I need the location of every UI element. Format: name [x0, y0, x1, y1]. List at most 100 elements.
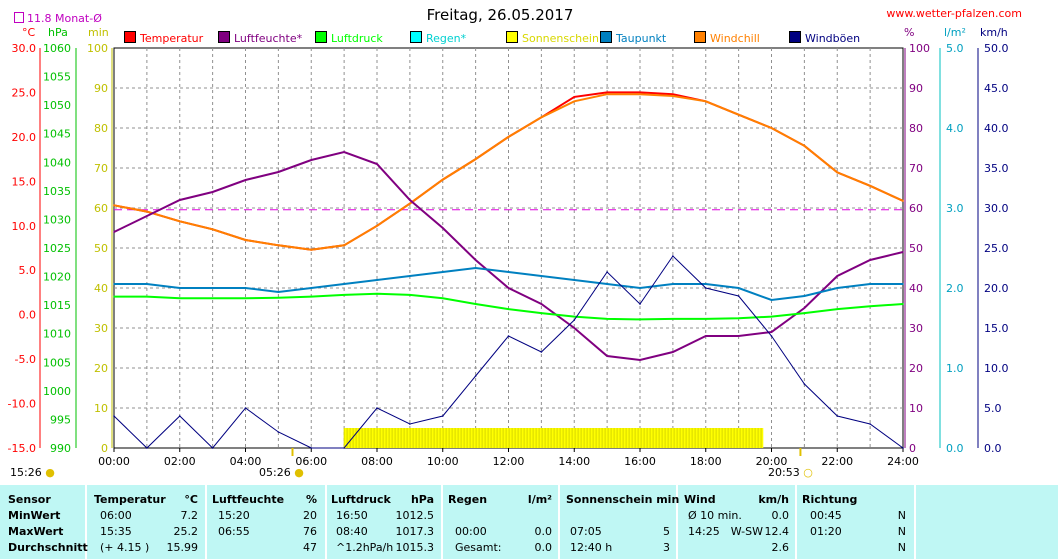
legend-item[interactable]: Regen*: [410, 31, 466, 45]
data-point: [836, 171, 839, 174]
data-point: [310, 447, 313, 449]
data-point: [573, 279, 576, 281]
table-column-bg: [87, 485, 205, 559]
table-cell: 7.2: [180, 509, 199, 522]
data-point: [376, 163, 378, 165]
table-cell: 0.0: [534, 541, 553, 554]
table-cell: Regen: [448, 493, 488, 506]
legend-item[interactable]: Sonnenschein: [506, 31, 599, 45]
pressure-tick-label: 1000: [43, 385, 71, 398]
data-point: [113, 295, 115, 298]
data-point: [146, 215, 148, 217]
wind-tick-label: 40.0: [984, 122, 1009, 135]
data-point: [737, 335, 740, 337]
percent-tick-label: 60: [909, 202, 923, 215]
legend-swatch: [410, 31, 422, 43]
wind-tick-label: 0.0: [984, 442, 1002, 455]
data-point: [704, 335, 707, 337]
percent-tick-label: 50: [909, 242, 923, 255]
data-point: [441, 227, 444, 229]
table-cell: 16:50: [336, 509, 368, 522]
data-point: [672, 95, 674, 97]
pressure-tick-label: 1015: [43, 299, 71, 312]
sunset-label: 20:53 ○: [768, 466, 813, 479]
x-tick-label: 16:00: [624, 455, 656, 468]
percent-tick-label: 40: [909, 282, 923, 295]
data-point: [737, 287, 740, 289]
data-point: [310, 287, 313, 289]
data-point: [244, 297, 247, 300]
table-cell: 15:35: [100, 525, 132, 538]
table-cell: 3: [663, 541, 670, 554]
legend-item[interactable]: Windböen: [789, 31, 860, 45]
data-point: [277, 244, 280, 247]
legend-item[interactable]: Taupunkt: [600, 31, 666, 45]
rain-tick-label: 0.0: [946, 442, 964, 455]
pressure-tick-label: 1005: [43, 356, 71, 369]
data-point: [113, 231, 115, 233]
legend-label: Windchill: [710, 32, 760, 45]
table-cell: 76: [303, 525, 317, 538]
data-point: [606, 283, 608, 285]
wind-tick-label: 50.0: [984, 42, 1009, 55]
rain-tick-label: 2.0: [946, 282, 964, 295]
data-point: [639, 93, 641, 96]
data-point: [573, 315, 576, 318]
x-tick-label: 20:00: [756, 455, 788, 468]
table-cell: 1015.3: [395, 541, 435, 554]
data-point: [672, 255, 674, 257]
table-cell: 06:00: [100, 509, 132, 522]
pressure-tick-label: 1050: [43, 99, 71, 112]
data-point: [606, 93, 608, 96]
table-cell: N: [897, 541, 906, 554]
legend-swatch: [789, 31, 801, 43]
table-cell: Temperatur: [94, 493, 166, 506]
data-point: [803, 312, 806, 314]
legend-item[interactable]: Luftdruck: [315, 31, 383, 45]
data-point: [211, 228, 214, 231]
legend-label: Luftdruck: [331, 32, 383, 45]
percent-unit-label: %: [904, 26, 915, 39]
x-tick-label: 06:00: [295, 455, 327, 468]
data-point: [573, 327, 576, 329]
legend-item[interactable]: Temperatur: [124, 31, 203, 45]
data-point: [409, 294, 411, 296]
data-point: [639, 303, 641, 305]
data-point: [836, 275, 839, 277]
data-point: [540, 275, 543, 277]
temp-tick-label: 30.0: [12, 42, 37, 55]
legend-swatch: [694, 31, 706, 43]
website-link[interactable]: www.wetter-pfalzen.com: [886, 7, 1022, 20]
table-cell: l/m²: [527, 493, 552, 506]
minutes-unit-label: min: [88, 26, 109, 39]
legend-swatch: [600, 31, 612, 43]
minutes-tick-label: 100: [87, 42, 108, 55]
minutes-tick-label: 40: [94, 282, 108, 295]
table-cell: 5: [663, 525, 670, 538]
legend-item[interactable]: Windchill: [694, 31, 760, 45]
percent-tick-label: 30: [909, 322, 923, 335]
wind-tick-label: 20.0: [984, 282, 1009, 295]
temp-tick-label: -10.0: [8, 398, 36, 411]
wind-unit-label: km/h: [980, 26, 1008, 39]
temp-tick-label: -15.0: [8, 442, 36, 455]
table-cell: N: [897, 509, 906, 522]
data-point: [343, 447, 345, 449]
legend-item[interactable]: Luftfeuchte*: [218, 31, 302, 45]
data-point: [211, 297, 214, 300]
data-point: [211, 287, 214, 289]
data-point: [178, 220, 181, 223]
sunrise-marker-label: 05:26 ●: [259, 466, 304, 479]
data-point: [277, 171, 280, 173]
data-point: [507, 287, 510, 289]
data-point: [902, 447, 904, 449]
percent-tick-label: 90: [909, 82, 923, 95]
rain-tick-label: 5.0: [946, 42, 964, 55]
table-cell: 20: [303, 509, 317, 522]
table-cell: Ø 10 min.: [688, 509, 742, 522]
data-point: [803, 144, 806, 147]
data-point: [836, 308, 839, 310]
table-cell: 14:25: [688, 525, 720, 538]
statistics-table: Sensor Temperatur °C Luftfeuchte% Luftdruck h…: [0, 485, 1058, 559]
legend-label: Windböen: [805, 32, 861, 45]
